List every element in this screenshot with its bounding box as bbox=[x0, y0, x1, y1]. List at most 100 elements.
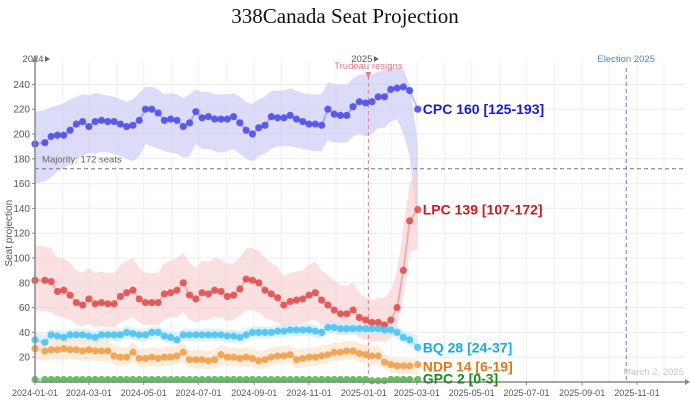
point-cpc bbox=[192, 108, 200, 116]
point-cpc bbox=[242, 126, 250, 134]
point-ndp bbox=[242, 353, 250, 361]
point-bq bbox=[380, 326, 389, 334]
point-lpc bbox=[299, 295, 307, 303]
point-bq bbox=[110, 331, 118, 339]
point-bq bbox=[211, 331, 219, 339]
point-cpc bbox=[406, 87, 414, 95]
point-ndp bbox=[79, 347, 87, 355]
point-lpc bbox=[85, 295, 93, 303]
point-lpc bbox=[60, 286, 68, 294]
point-ndp bbox=[173, 352, 181, 360]
point-lpc bbox=[261, 286, 269, 294]
y-tick-label: 240 bbox=[13, 80, 30, 91]
last-update-label: March 2, 2025 bbox=[623, 367, 684, 378]
point-cpc bbox=[60, 131, 68, 139]
point-ndp bbox=[110, 352, 118, 360]
point-lpc bbox=[53, 287, 62, 296]
point-bq bbox=[286, 326, 294, 334]
point-lpc bbox=[173, 286, 181, 294]
point-cpc bbox=[41, 139, 49, 147]
point-lpc bbox=[97, 299, 106, 307]
point-cpc bbox=[336, 111, 345, 119]
point-ndp bbox=[355, 349, 363, 358]
point-ndp bbox=[167, 353, 175, 361]
point-bq bbox=[141, 331, 150, 339]
point-cpc bbox=[123, 122, 131, 131]
point-ndp bbox=[97, 347, 106, 355]
point-lpc bbox=[374, 318, 382, 327]
point-cpc bbox=[97, 116, 106, 124]
point-lpc bbox=[349, 306, 357, 314]
point-lpc bbox=[135, 295, 143, 303]
x-tick-label: 2024-05-01 bbox=[121, 388, 167, 398]
point-ndp bbox=[380, 358, 389, 366]
point-bq bbox=[223, 332, 231, 340]
point-bq bbox=[368, 325, 376, 333]
point-ndp bbox=[336, 348, 345, 356]
point-bq bbox=[167, 333, 175, 341]
point-ndp bbox=[393, 362, 401, 370]
point-ndp bbox=[198, 356, 206, 364]
point-lpc bbox=[406, 217, 414, 225]
point-bq bbox=[97, 331, 106, 339]
point-bq bbox=[47, 331, 55, 339]
point-cpc bbox=[267, 113, 275, 121]
point-bq bbox=[229, 332, 238, 340]
point-cpc bbox=[204, 113, 213, 121]
point-lpc bbox=[267, 290, 275, 298]
point-bq bbox=[104, 331, 112, 339]
point-bq bbox=[41, 338, 49, 346]
point-ndp bbox=[273, 352, 282, 360]
point-cpc bbox=[129, 121, 137, 129]
point-lpc bbox=[141, 299, 150, 307]
point-lpc bbox=[318, 296, 326, 304]
point-ndp bbox=[248, 354, 257, 363]
point-cpc bbox=[280, 114, 288, 122]
point-cpc bbox=[135, 116, 143, 124]
point-bq bbox=[414, 343, 422, 351]
point-ndp bbox=[217, 351, 225, 359]
end-labels: CPC 160 [125-193] LPC 139 [107-172] BQ 28 … bbox=[423, 101, 544, 386]
point-ndp bbox=[91, 347, 99, 355]
point-cpc bbox=[179, 122, 187, 131]
point-lpc bbox=[248, 276, 257, 284]
point-ndp bbox=[148, 353, 156, 361]
point-ndp bbox=[387, 361, 395, 369]
y-tick-label: 140 bbox=[13, 204, 30, 215]
x-tick-label: 2025-03-01 bbox=[394, 388, 440, 398]
x-tick-label: 2024-09-01 bbox=[231, 388, 277, 398]
y-tick-label: 100 bbox=[13, 254, 30, 265]
point-cpc bbox=[380, 93, 389, 101]
point-bq bbox=[116, 331, 124, 339]
point-cpc bbox=[362, 99, 370, 107]
point-ndp bbox=[399, 362, 407, 370]
point-lpc bbox=[160, 290, 168, 298]
y-tick-label: 160 bbox=[13, 179, 30, 190]
point-bq bbox=[135, 331, 143, 339]
point-cpc bbox=[349, 103, 357, 111]
y-tick-label: 20 bbox=[19, 353, 31, 364]
point-ndp bbox=[324, 351, 332, 359]
x-tick-label: 2025-09-01 bbox=[559, 388, 605, 398]
point-bq bbox=[148, 328, 156, 336]
y-tick-label: 60 bbox=[19, 303, 31, 314]
point-lpc bbox=[393, 304, 401, 312]
y-tick-label: 40 bbox=[19, 328, 31, 339]
point-bq bbox=[91, 333, 99, 341]
point-ndp bbox=[343, 347, 351, 355]
point-bq bbox=[267, 328, 275, 336]
point-ndp bbox=[305, 353, 313, 361]
point-cpc bbox=[330, 110, 338, 118]
x-tick-label: 2024-11-01 bbox=[286, 388, 331, 398]
point-lpc bbox=[311, 289, 319, 297]
end-label-lpc: LPC 139 [107-172] bbox=[423, 202, 543, 218]
point-ndp bbox=[60, 344, 68, 353]
y-tick-label: 220 bbox=[13, 105, 30, 116]
event-marker-icon bbox=[365, 72, 372, 78]
point-lpc bbox=[110, 300, 118, 308]
point-bq bbox=[336, 325, 345, 333]
point-lpc bbox=[336, 310, 345, 318]
point-lpc bbox=[47, 277, 55, 286]
point-lpc bbox=[387, 316, 395, 324]
point-cpc bbox=[311, 120, 319, 128]
